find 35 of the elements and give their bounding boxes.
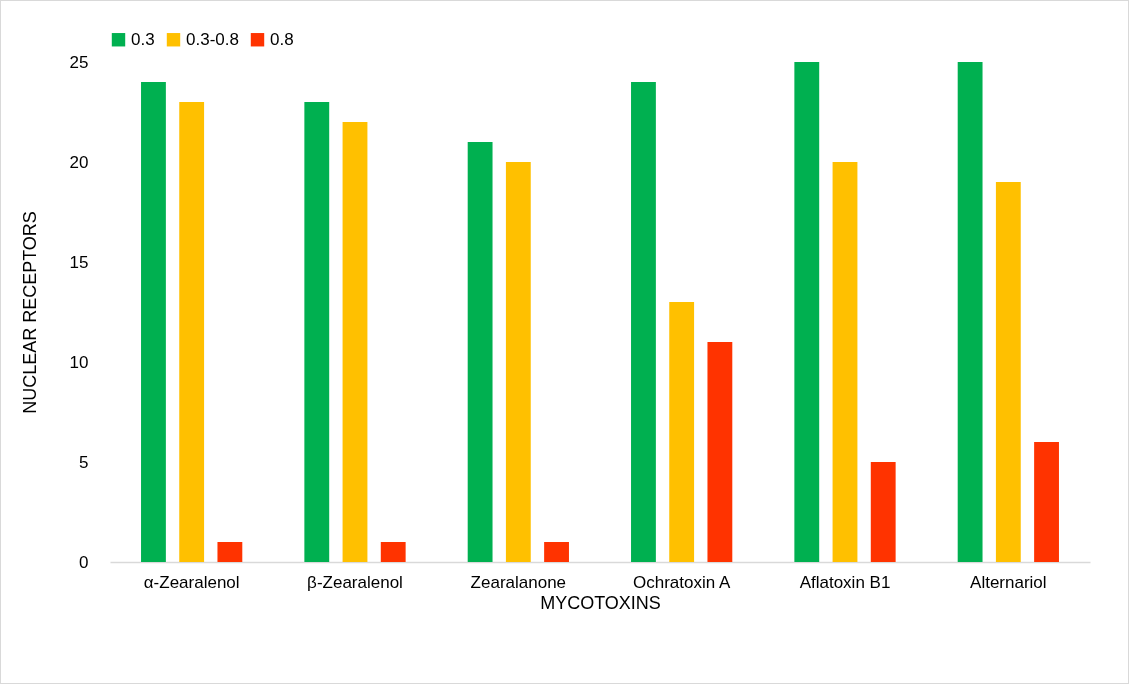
bar	[794, 62, 820, 562]
bar	[995, 182, 1021, 562]
y-tick-label: 0	[79, 552, 89, 572]
x-tick-label: α-Zearalenol	[143, 572, 240, 592]
x-tick-label: Alternariol	[970, 572, 1047, 592]
bar	[832, 162, 858, 562]
x-tick-label: Ochratoxin A	[633, 572, 731, 592]
bar	[1034, 442, 1059, 562]
legend-label: 0.3-0.8	[186, 29, 239, 49]
x-tick-label: Zearalanone	[470, 572, 567, 592]
x-tick-label: Aflatoxin B1	[799, 572, 891, 592]
x-axis-title: MYCOTOXINS	[540, 592, 661, 613]
legend-label: 0.3	[131, 29, 155, 49]
bar	[669, 302, 695, 562]
bar	[179, 102, 205, 562]
y-tick-label: 10	[69, 352, 89, 372]
bar	[957, 62, 983, 562]
bar	[141, 82, 166, 562]
bar	[304, 102, 330, 562]
bar	[217, 542, 243, 562]
bar	[631, 82, 656, 562]
bar	[870, 462, 896, 562]
bar	[505, 162, 531, 562]
bar	[707, 342, 733, 562]
bar	[467, 142, 493, 562]
y-tick-label: 25	[69, 52, 89, 72]
x-tick-label: β-Zearalenol	[307, 572, 403, 592]
y-tick-label: 5	[79, 452, 89, 472]
y-axis-title: NUCLEAR RECEPTORS	[19, 211, 40, 414]
bar	[380, 542, 406, 562]
bar	[342, 122, 368, 562]
bar	[544, 542, 569, 562]
legend-label: 0.8	[270, 29, 294, 49]
y-tick-label: 15	[69, 252, 89, 272]
y-tick-label: 20	[69, 152, 89, 172]
